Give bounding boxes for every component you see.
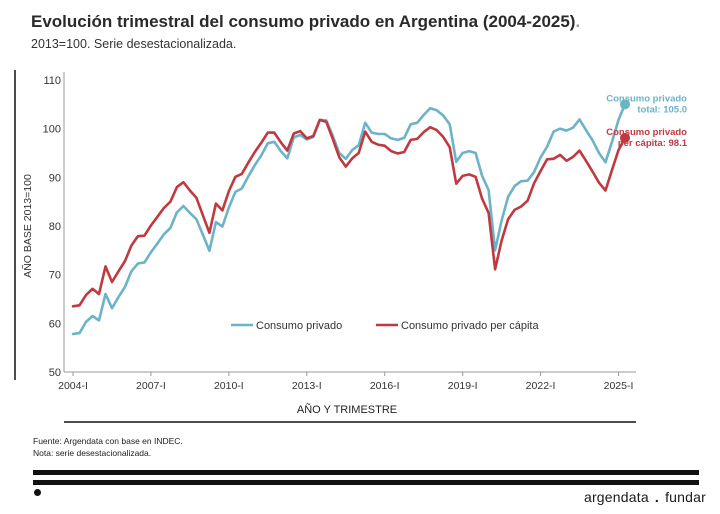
chart-subtitle: 2013=100. Serie desestacionalizada.: [31, 37, 237, 51]
y-tick-label: 70: [49, 270, 61, 282]
chart-title: Evolución trimestral del consumo privado…: [31, 12, 580, 32]
legend-label-2: Consumo privado per cápita: [401, 320, 539, 332]
x-tick-label: 2004-I: [58, 380, 88, 392]
y-tick-label: 80: [49, 221, 61, 233]
series-end-label-2: per cápita: 98.1: [618, 138, 688, 149]
footer-bar-top: [33, 470, 699, 475]
x-tick-label: 2010-I: [214, 380, 244, 392]
x-tick-label: 2019-I: [448, 380, 478, 392]
y-tick-label: 110: [43, 75, 61, 87]
brand-name: argendata: [583, 489, 649, 505]
series-end-point-2: [620, 132, 630, 143]
series-end-point-1: [620, 99, 630, 110]
chart-title-text: Evolución trimestral del consumo privado…: [31, 12, 576, 31]
x-tick-label: 2013-I: [292, 380, 322, 392]
x-tick-label: 2025-I: [604, 380, 634, 392]
brand-separator: .: [654, 489, 659, 505]
y-tick-label: 50: [49, 367, 61, 379]
series-end-label-2: Consumo privado: [606, 127, 687, 138]
footer-bar-bottom: [33, 480, 699, 485]
y-axis-title: AÑO BASE 2013=100: [21, 174, 34, 278]
brand-logo: argendata . fundar: [584, 489, 706, 505]
x-axis-title: AÑO Y TRIMESTRE: [297, 403, 397, 416]
series-line-1: [71, 103, 627, 336]
legend-label-1: Consumo privado: [256, 320, 342, 332]
chart-title-dot: .: [575, 12, 581, 31]
methodology-note: Nota: serie desestacionalizada.: [33, 448, 152, 458]
brand-org: fundar: [665, 489, 706, 505]
y-tick-label: 100: [43, 124, 61, 136]
footer-bullet: [34, 489, 41, 496]
source-note: Fuente: Argendata con base en INDEC.: [33, 436, 183, 446]
x-tick-label: 2016-I: [370, 380, 400, 392]
x-tick-label: 2022-I: [526, 380, 556, 392]
y-tick-label: 60: [49, 318, 61, 330]
series-line-2: [71, 118, 627, 308]
series-end-label-1: Consumo privado: [606, 93, 687, 104]
series-end-label-1: total: 105.0: [637, 104, 687, 115]
x-tick-label: 2007-I: [136, 380, 166, 392]
line-chart: AÑO BASE 2013=100 50 60 70 80 90 100 110 2004-I 2…: [14, 70, 688, 423]
y-tick-label: 90: [49, 172, 61, 184]
